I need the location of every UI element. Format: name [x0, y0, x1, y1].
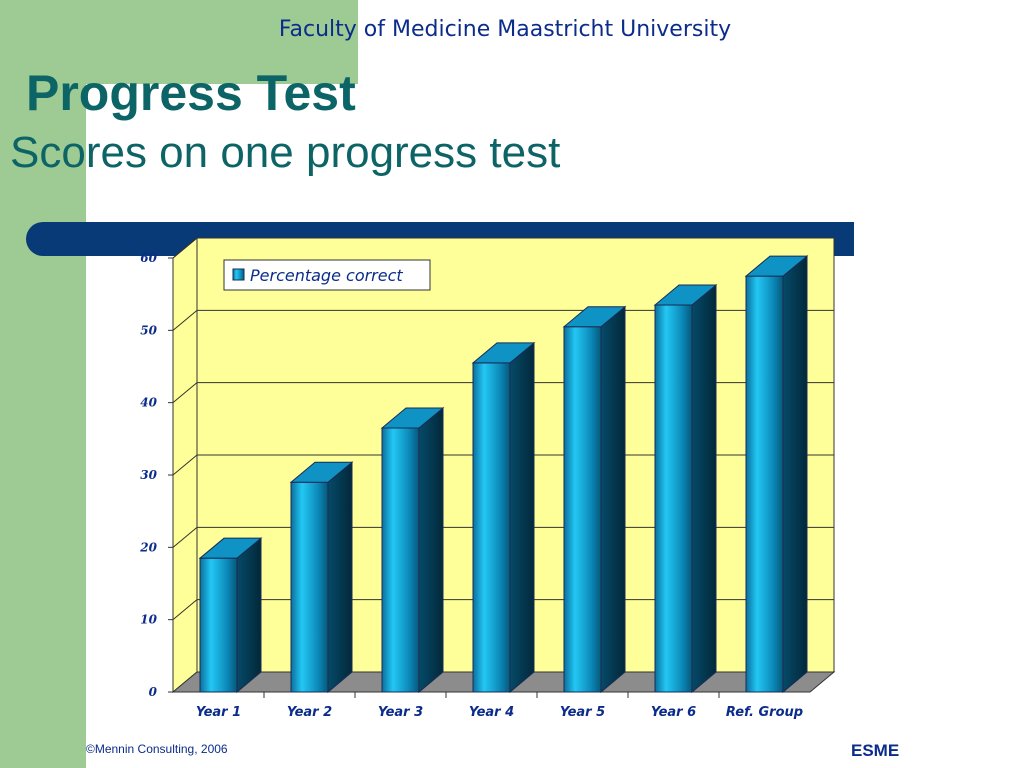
bar	[198, 537, 263, 694]
bar-top	[471, 342, 536, 364]
page-title: Progress Test	[26, 65, 356, 121]
institution-name: Faculty of Medicine Maastricht Universit…	[278, 17, 732, 42]
bar-top	[289, 461, 354, 483]
bar-side	[327, 461, 353, 694]
y-tick-label: 60	[140, 251, 157, 265]
bar	[653, 283, 718, 694]
legend-swatch	[232, 268, 245, 281]
bar-top	[380, 407, 445, 429]
bar	[744, 255, 809, 694]
bar-front	[654, 304, 693, 693]
y-tick-label: 40	[140, 396, 157, 410]
bar-front	[290, 481, 329, 693]
bar	[380, 406, 445, 694]
bar-front	[472, 362, 511, 693]
bar	[289, 461, 354, 694]
legend-box	[223, 259, 431, 291]
brand-label: ESME	[851, 741, 900, 760]
bar	[471, 341, 536, 694]
bar-side	[509, 341, 535, 694]
bar-front	[563, 326, 602, 693]
bar-side	[418, 406, 444, 694]
bar-top	[198, 537, 263, 559]
y-tick-label: 30	[140, 468, 157, 482]
x-tick-label: Year 5	[560, 705, 605, 720]
x-tick-label: Year 4	[469, 705, 514, 720]
x-tick-label: Year 3	[378, 705, 423, 720]
bar-front	[745, 275, 784, 693]
top-green-band	[0, 0, 358, 84]
left-green-band	[0, 0, 86, 768]
bar-top	[562, 306, 627, 328]
page-subtitle: Scores on one progress test	[10, 128, 561, 177]
x-tick-label: Year 2	[287, 705, 332, 720]
bar-front	[199, 557, 238, 693]
bar-side	[236, 537, 262, 694]
y-tick-label: 50	[140, 323, 157, 337]
bar-side	[600, 305, 626, 694]
x-tick-label: Year 6	[651, 705, 696, 720]
x-tick-label: Year 1	[196, 705, 241, 720]
y-tick-label: 0	[149, 685, 158, 699]
bar-top	[744, 255, 809, 277]
y-tick-label: 20	[139, 540, 157, 554]
y-tick-label: 10	[140, 613, 157, 627]
bar-top	[653, 284, 718, 306]
bar	[562, 305, 627, 694]
bar-front	[381, 427, 420, 693]
gridline	[172, 237, 834, 259]
bar-side	[782, 255, 808, 694]
bar-side	[691, 283, 717, 694]
x-tick-label: Ref. Group	[726, 705, 803, 720]
legend-label: Percentage correct	[250, 266, 403, 285]
legend: Percentage correct	[223, 259, 431, 291]
copyright-text: ©Mennin Consulting, 2006	[86, 742, 228, 756]
